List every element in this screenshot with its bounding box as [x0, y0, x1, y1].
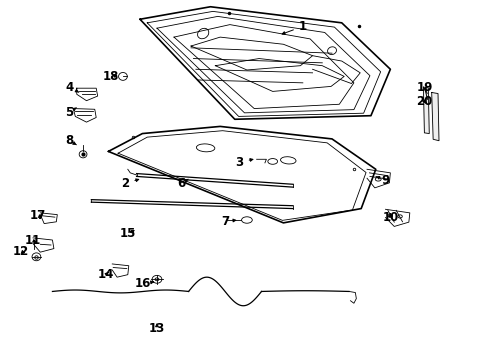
Polygon shape — [431, 93, 438, 141]
Text: 11: 11 — [25, 234, 41, 247]
Text: 20: 20 — [415, 95, 432, 108]
Text: 4: 4 — [65, 81, 79, 94]
Text: 19: 19 — [415, 81, 432, 94]
Text: 18: 18 — [102, 70, 119, 83]
Text: 17: 17 — [30, 209, 46, 222]
Text: 15: 15 — [120, 227, 136, 240]
Polygon shape — [423, 87, 428, 134]
Text: 3: 3 — [235, 156, 252, 168]
Text: 6: 6 — [177, 177, 188, 190]
Text: 10: 10 — [382, 211, 398, 224]
Text: 12: 12 — [13, 245, 29, 258]
Text: 14: 14 — [98, 268, 114, 281]
Text: 9: 9 — [375, 174, 389, 186]
Text: 1: 1 — [282, 20, 306, 34]
Text: 5: 5 — [65, 105, 76, 119]
Text: 13: 13 — [148, 322, 165, 335]
Text: 16: 16 — [134, 277, 153, 290]
Text: 7: 7 — [221, 215, 235, 228]
Text: 8: 8 — [65, 134, 76, 147]
Text: 2: 2 — [121, 177, 139, 190]
